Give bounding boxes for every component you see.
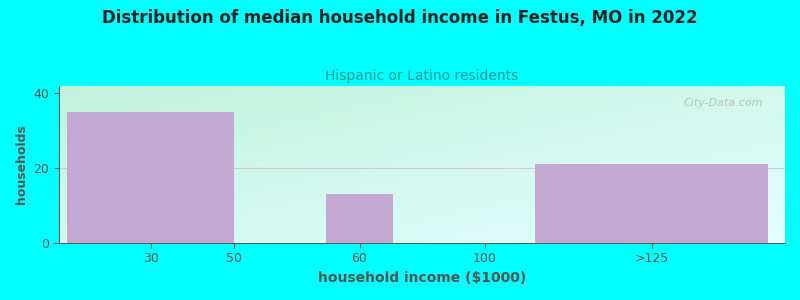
- Title: Hispanic or Latino residents: Hispanic or Latino residents: [326, 69, 518, 83]
- Bar: [326, 194, 393, 243]
- Bar: [534, 164, 768, 243]
- X-axis label: household income ($1000): household income ($1000): [318, 271, 526, 285]
- Text: Distribution of median household income in Festus, MO in 2022: Distribution of median household income …: [102, 9, 698, 27]
- Y-axis label: households: households: [15, 124, 28, 204]
- Text: City-Data.com: City-Data.com: [684, 98, 763, 108]
- Bar: [67, 112, 234, 243]
